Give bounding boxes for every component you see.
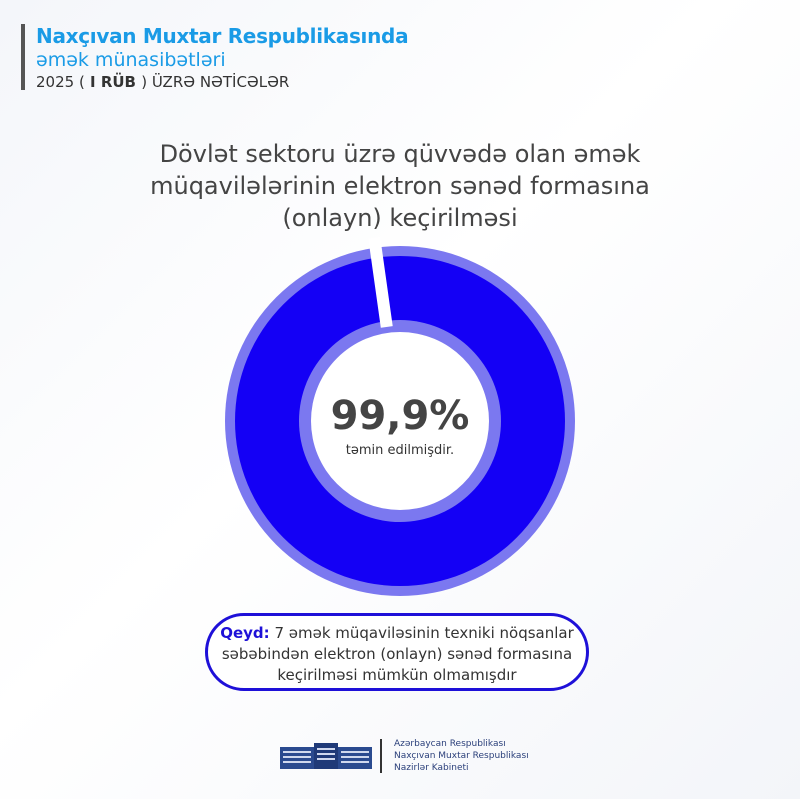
chart-title: Dövlət sektoru üzrə qüvvədə olan əmək mü… (150, 140, 650, 232)
footer-divider (380, 739, 382, 773)
header-title: Naxçıvan Muxtar Respublikasında (36, 24, 409, 48)
donut-hole (311, 332, 489, 510)
footer-line: Nazirlər Kabineti (394, 763, 469, 773)
note-box: Qeyd: 7 əmək müqaviləsinin texniki nöqsa… (205, 613, 589, 691)
header-period: 2025 ( I RÜB ) ÜZRƏ NƏTİCƏLƏR (36, 73, 290, 91)
note-label: Qeyd: (220, 624, 270, 642)
government-building-icon (280, 743, 372, 769)
footer: Azərbaycan Respublikası Naxçıvan Muxtar … (280, 738, 529, 774)
header-accent-bar (21, 24, 25, 90)
footer-line: Naxçıvan Muxtar Respublikası (394, 751, 529, 761)
donut-slice-gap (368, 236, 393, 328)
center-label: təmin edilmişdir. (345, 443, 455, 458)
center-value: 99,9% (330, 393, 470, 439)
footer-line: Azərbaycan Respublikası (394, 739, 506, 749)
header-subtitle: əmək münasibətləri (36, 49, 226, 71)
